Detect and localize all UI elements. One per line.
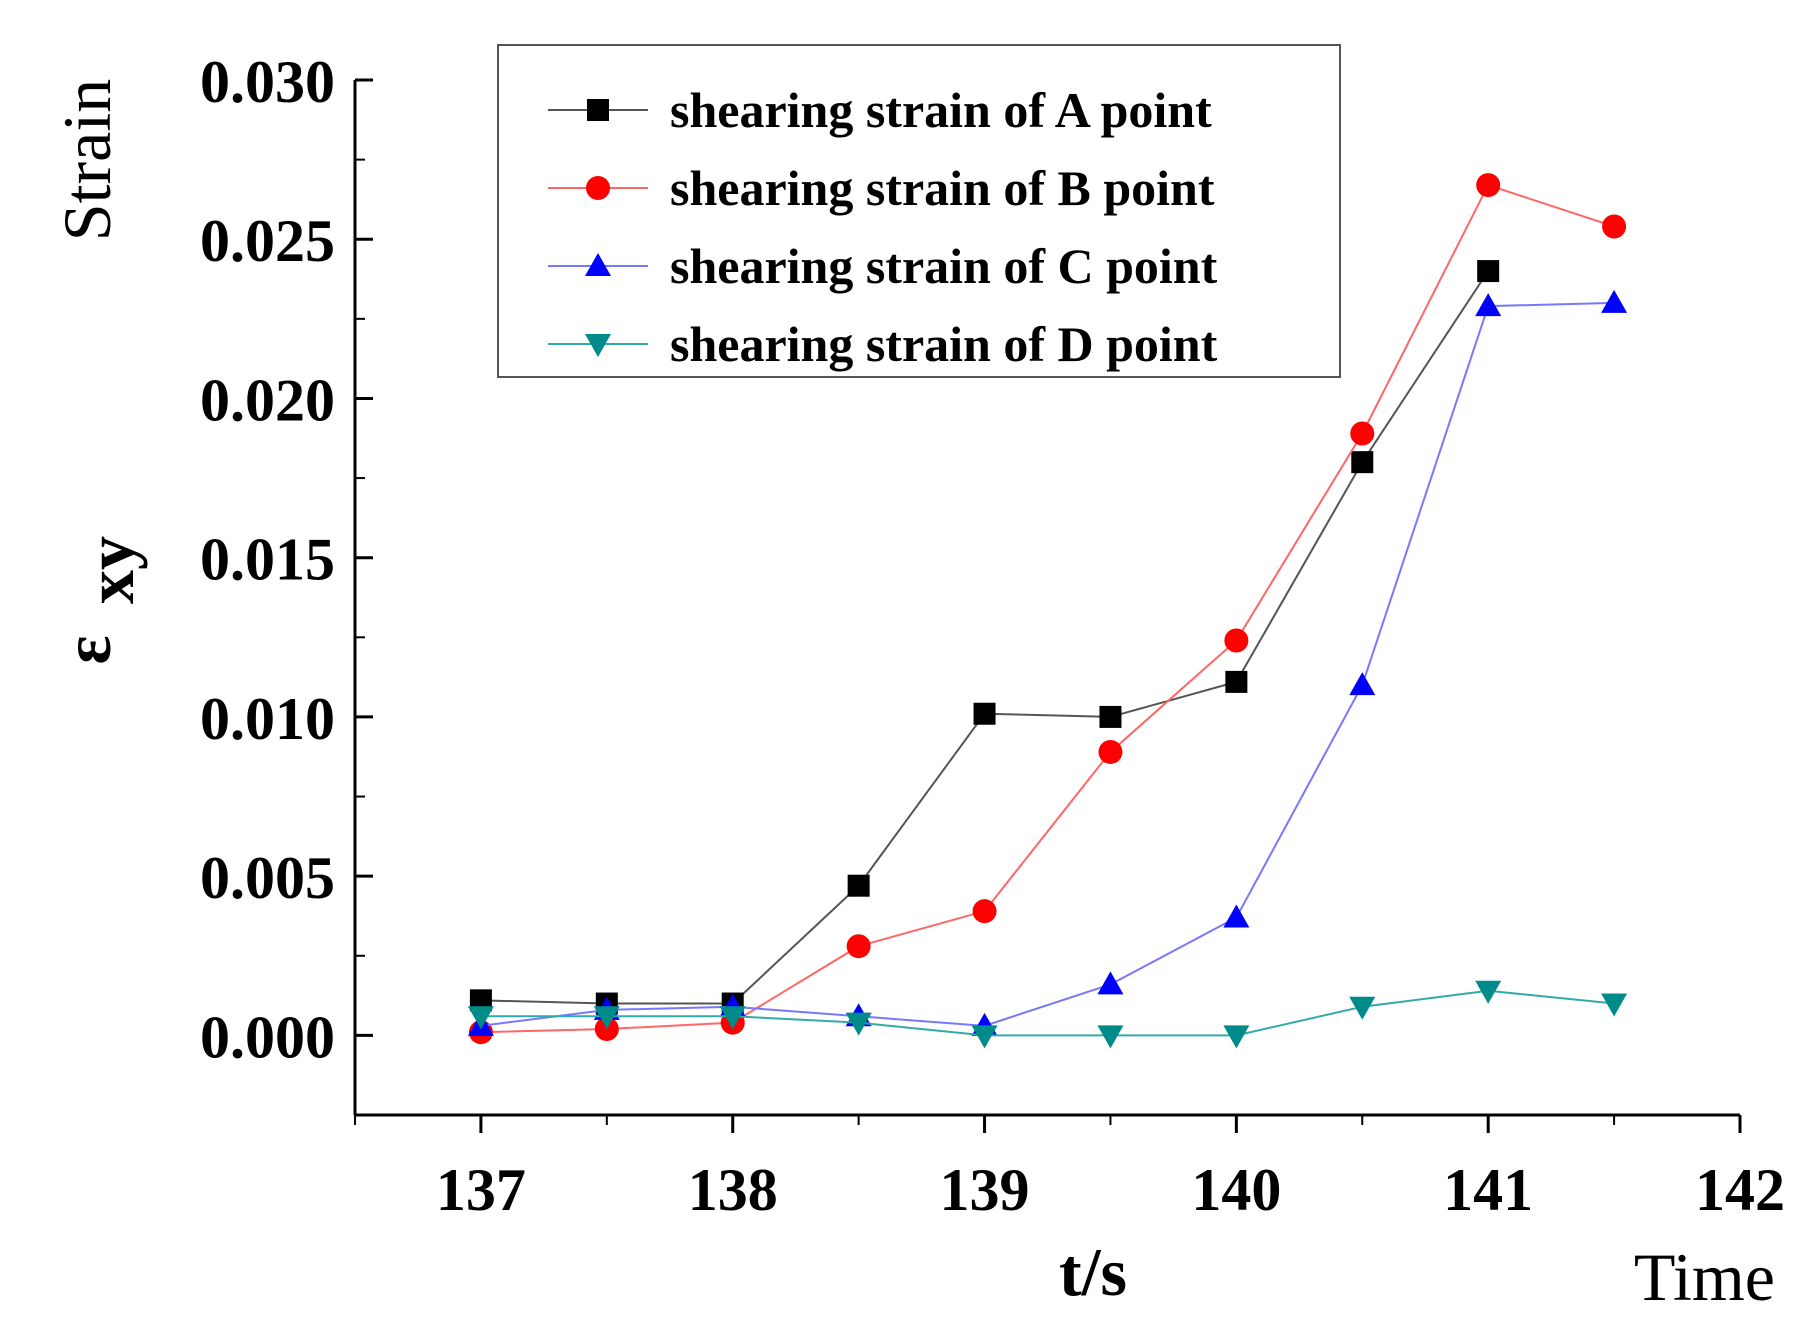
legend-item: shearing strain of C point (548, 238, 1218, 294)
legend-label: shearing strain of C point (670, 238, 1218, 294)
y-axis-title-subscript: xy (72, 536, 148, 604)
data-point (971, 1025, 998, 1049)
data-point (1225, 670, 1248, 693)
y-tick-label: 0.010 (200, 686, 335, 752)
data-point (846, 934, 871, 959)
data-point (1224, 628, 1249, 653)
x-tick-label: 141 (1443, 1157, 1533, 1223)
x-tick-label: 139 (940, 1157, 1030, 1223)
data-point (1349, 672, 1376, 696)
data-point (1477, 260, 1500, 283)
data-point (1475, 293, 1502, 317)
data-point (469, 989, 492, 1012)
legend-item: shearing strain of D point (548, 316, 1218, 372)
data-point (1476, 173, 1501, 198)
y-tick-label: 0.015 (200, 527, 335, 593)
data-point (1097, 971, 1124, 995)
data-point (1099, 705, 1122, 728)
y-axis-ticks: 0.000 0.005 0.010 0.015 0.020 0.025 0.030 (200, 49, 373, 1116)
series-line (480, 183, 1615, 1034)
data-point (973, 702, 996, 725)
series-line (480, 301, 1615, 1027)
data-point (1601, 993, 1628, 1017)
legend-item: shearing strain of B point (548, 160, 1215, 216)
y-tick-label: 0.025 (200, 208, 335, 274)
data-point (1223, 1025, 1250, 1049)
data-point (1098, 739, 1123, 764)
legend-marker (587, 99, 609, 121)
data-point (719, 1006, 746, 1030)
data-point (1223, 904, 1250, 928)
data-point (972, 899, 997, 924)
legend-label: shearing strain of B point (670, 160, 1215, 216)
x-tick-label: 137 (436, 1157, 526, 1223)
data-point (467, 1006, 494, 1030)
x-axis-title: t/s (1059, 1234, 1127, 1310)
series-line (480, 989, 1615, 1037)
y-axis-title-symbol: ε (49, 635, 125, 664)
y-tick-label: 0.000 (200, 1004, 335, 1070)
series-line (480, 270, 1490, 1005)
x-axis-ticks: 137 138 139 140 141 142 (354, 1115, 1785, 1223)
y-tick-label: 0.030 (200, 49, 335, 115)
data-point (1475, 980, 1502, 1004)
legend-marker (585, 253, 611, 276)
series-layer (467, 173, 1628, 1049)
y-axis-secondary-title: Strain (49, 79, 125, 241)
legend: shearing strain of A point shearing strai… (548, 82, 1218, 372)
data-point (1350, 421, 1375, 446)
legend-label: shearing strain of A point (670, 82, 1212, 138)
legend-marker (585, 334, 611, 357)
data-point (847, 874, 870, 897)
x-axis-secondary-title: Time (1634, 1239, 1775, 1315)
y-tick-label: 0.020 (200, 367, 335, 433)
legend-box (497, 44, 1341, 378)
data-point (1351, 451, 1374, 474)
legend-label: shearing strain of D point (670, 316, 1218, 372)
data-point (1097, 1025, 1124, 1049)
data-point (1601, 289, 1628, 313)
x-tick-label: 142 (1695, 1157, 1785, 1223)
data-point (1349, 996, 1376, 1020)
data-point (593, 1006, 620, 1030)
legend-item: shearing strain of A point (548, 82, 1212, 138)
series-3 (467, 289, 1628, 1036)
data-point (845, 1012, 872, 1036)
y-tick-label: 0.005 (200, 845, 335, 911)
data-point (1602, 214, 1627, 239)
legend-marker (586, 176, 610, 200)
x-tick-label: 140 (1191, 1157, 1281, 1223)
series-4 (467, 980, 1628, 1049)
x-tick-label: 138 (688, 1157, 778, 1223)
